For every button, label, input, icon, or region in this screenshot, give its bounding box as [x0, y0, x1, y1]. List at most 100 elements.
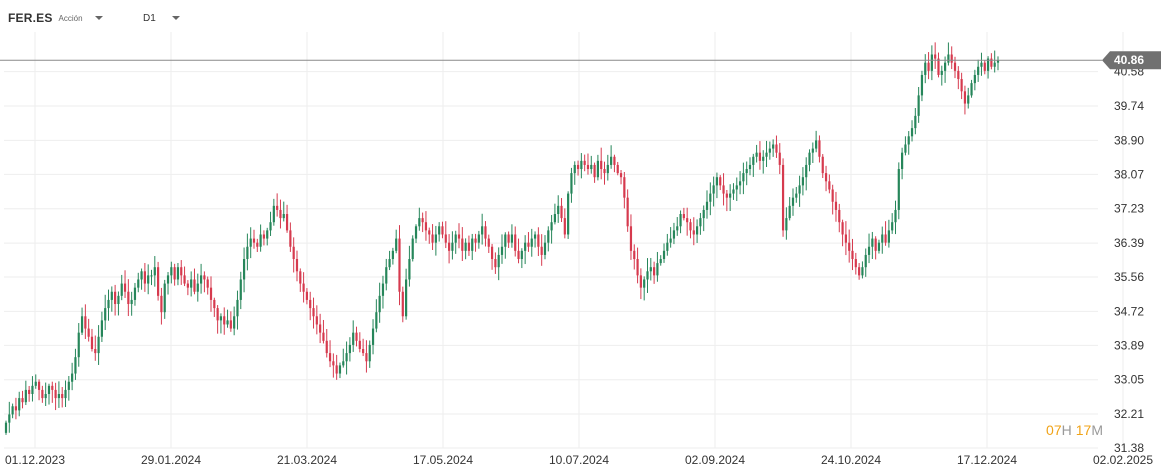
candle: [838, 203, 841, 233]
candle: [583, 154, 586, 172]
candle: [428, 227, 431, 244]
candle: [490, 243, 494, 270]
candle: [798, 175, 801, 207]
candle: [537, 227, 540, 257]
candle: [157, 261, 160, 301]
candle: [646, 258, 649, 293]
candle: [563, 208, 566, 239]
candle: [259, 224, 262, 252]
candle: [199, 263, 203, 294]
candle: [841, 219, 844, 247]
candle: [643, 276, 646, 301]
candle: [100, 311, 103, 342]
candle: [547, 226, 550, 252]
candle: [550, 214, 553, 244]
candle: [573, 161, 576, 185]
candle: [87, 318, 90, 342]
candle: [722, 173, 725, 206]
candle: [610, 145, 613, 169]
candle: [854, 252, 857, 275]
candle: [758, 141, 762, 170]
candle: [84, 304, 87, 340]
candle: [381, 275, 385, 309]
candle: [514, 226, 517, 257]
candle: [524, 235, 527, 265]
candle: [735, 177, 738, 202]
candle: [914, 108, 917, 135]
candle: [682, 207, 685, 221]
candle: [616, 161, 619, 176]
candle: [695, 219, 699, 243]
candle: [748, 157, 752, 176]
candle: [325, 329, 328, 358]
time-tick-label: 01.12.2023: [5, 453, 65, 467]
candle: [920, 70, 924, 102]
candle: [815, 130, 818, 153]
candle: [123, 270, 127, 298]
candle: [444, 221, 447, 249]
candle: [973, 69, 976, 91]
current-price-label: 40.86: [1114, 53, 1144, 67]
candle: [520, 248, 523, 269]
candle: [484, 221, 487, 247]
candle: [8, 401, 11, 433]
timeframe-dropdown-chevron-icon[interactable]: [171, 16, 180, 20]
candle: [315, 305, 318, 335]
time-axis: 01.12.2023 29.01.2024 21.03.2024 17.05.2024…: [5, 453, 1153, 467]
candle: [824, 165, 828, 192]
price-tick-label: 36.39: [1114, 236, 1144, 250]
candle: [295, 250, 299, 282]
chart-grid: [4, 32, 1124, 449]
candle: [107, 289, 110, 321]
candle: [285, 204, 289, 233]
candle: [242, 247, 246, 293]
candle: [94, 335, 97, 361]
candle: [358, 332, 361, 353]
symbol-name[interactable]: FER.ES: [8, 11, 53, 25]
candle: [4, 420, 8, 435]
candle: [891, 213, 894, 234]
candle: [980, 52, 983, 76]
candle: [279, 199, 282, 229]
candle: [67, 375, 70, 401]
candle: [848, 229, 851, 263]
candle: [619, 169, 623, 185]
candle: [600, 147, 603, 180]
candle: [11, 403, 14, 419]
candle: [788, 197, 791, 221]
candle: [335, 354, 338, 380]
candle: [719, 175, 722, 191]
candle: [176, 263, 180, 286]
candle: [249, 227, 252, 259]
candle: [795, 186, 798, 203]
timeframe-label[interactable]: D1: [143, 12, 156, 24]
candle: [378, 282, 381, 323]
candle: [282, 201, 285, 222]
price-tick-label: 33.05: [1114, 373, 1144, 387]
candle: [64, 380, 67, 407]
time-tick-label: 29.01.2024: [141, 453, 201, 467]
candle: [299, 268, 302, 292]
symbol-bar[interactable]: FER.ES Acción: [8, 8, 103, 28]
candle: [596, 154, 599, 181]
timeframe-selector[interactable]: D1: [143, 8, 180, 28]
candle: [957, 66, 960, 90]
candle: [319, 313, 322, 344]
candle: [34, 374, 37, 389]
candle: [874, 236, 877, 260]
candle: [269, 211, 272, 236]
time-tick-label: 02.02.2025: [1093, 453, 1153, 467]
symbol-dropdown-chevron-icon[interactable]: [94, 16, 103, 20]
candle: [342, 348, 345, 368]
candle: [80, 307, 84, 336]
candle: [613, 154, 616, 173]
candle: [924, 54, 927, 84]
candle: [421, 212, 424, 233]
candle: [262, 230, 266, 246]
candle: [213, 297, 216, 317]
time-tick-label: 24.10.2024: [821, 453, 881, 467]
candle: [276, 193, 279, 217]
candle: [791, 188, 795, 216]
candle: [365, 340, 368, 373]
